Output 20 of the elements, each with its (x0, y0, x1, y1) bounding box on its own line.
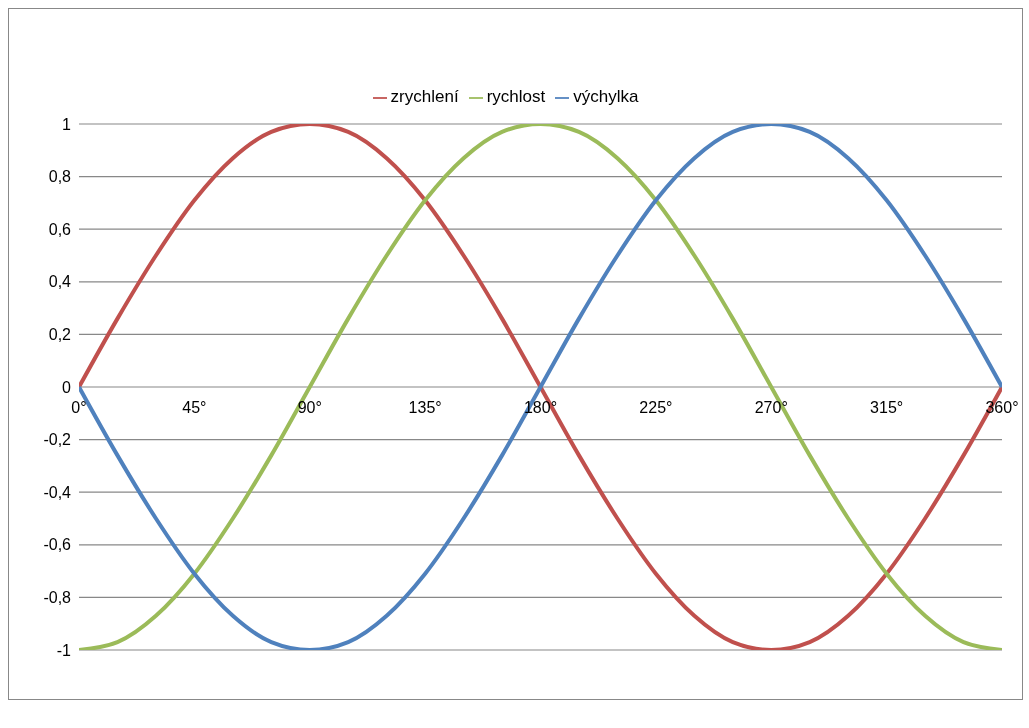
y-tick-label: -1 (56, 641, 72, 659)
x-tick-label: 225° (639, 399, 673, 416)
y-tick-label: 0,6 (48, 220, 72, 238)
legend-label: zrychlení (390, 87, 459, 106)
y-tick-label: 1 (62, 115, 72, 133)
x-tick-label: 315° (870, 399, 904, 416)
y-tick-label: -0,6 (43, 536, 72, 554)
y-tick-label: -0,8 (43, 589, 72, 607)
x-tick-label: 0° (71, 399, 87, 416)
y-tick-label: -0,2 (43, 431, 72, 449)
x-tick-label: 90° (297, 399, 322, 416)
y-tick-label: 0,8 (48, 168, 72, 186)
y-tick-label: 0 (62, 378, 72, 396)
legend-label: výchylka (573, 87, 639, 106)
y-tick-label: -0,4 (43, 483, 72, 501)
legend-label: rychlost (486, 87, 546, 106)
x-tick-label: 45° (182, 399, 207, 416)
x-tick-label: 135° (408, 399, 442, 416)
y-tick-label: 0,4 (48, 273, 72, 291)
y-tick-label: 0,2 (48, 326, 72, 344)
